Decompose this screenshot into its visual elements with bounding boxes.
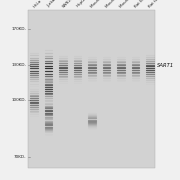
Text: Jurkat: Jurkat	[47, 0, 58, 8]
Text: HepG2: HepG2	[76, 0, 88, 8]
Bar	[28, 10, 155, 168]
Text: Mouse brain: Mouse brain	[105, 0, 125, 8]
Bar	[28, 10, 155, 168]
Text: Mouse testis: Mouse testis	[119, 0, 140, 8]
Text: Rat brain: Rat brain	[134, 0, 150, 8]
Text: HeLa: HeLa	[32, 0, 42, 8]
Text: 100KD-: 100KD-	[12, 98, 26, 102]
Text: 130KD-: 130KD-	[12, 63, 26, 67]
Text: Rat testis: Rat testis	[148, 0, 165, 8]
Text: 70KD-: 70KD-	[14, 155, 26, 159]
Text: SART1: SART1	[157, 63, 174, 68]
Text: Mouse liver: Mouse liver	[90, 0, 110, 8]
Text: 170KD-: 170KD-	[12, 27, 26, 31]
Text: SW620: SW620	[61, 0, 74, 8]
